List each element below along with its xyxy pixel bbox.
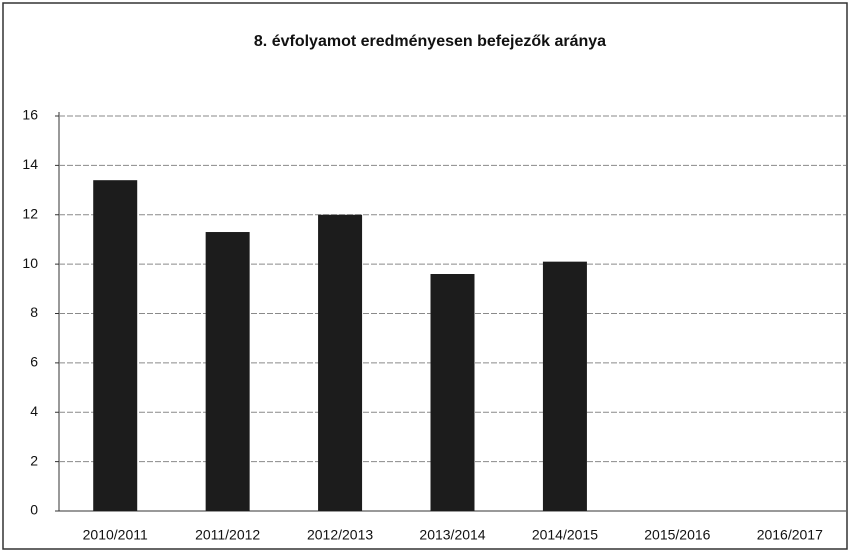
y-tick-label: 8 bbox=[30, 304, 38, 320]
y-tick-label: 14 bbox=[22, 156, 38, 172]
x-tick-label: 2013/2014 bbox=[419, 527, 485, 543]
y-tick-label: 0 bbox=[30, 502, 38, 518]
y-tick-label: 12 bbox=[22, 205, 38, 221]
bar bbox=[205, 232, 250, 511]
y-tick-label: 16 bbox=[22, 107, 38, 123]
x-tick-label: 2011/2012 bbox=[195, 527, 260, 543]
bar bbox=[93, 180, 138, 511]
y-tick-label: 4 bbox=[30, 403, 38, 419]
x-tick-label: 2012/2013 bbox=[307, 527, 373, 543]
chart-title: 8. évfolyamot eredményesen befejezők ará… bbox=[254, 33, 606, 50]
x-tick-label: 2016/2017 bbox=[757, 527, 823, 543]
bar bbox=[542, 261, 587, 511]
y-tick-label: 2 bbox=[30, 452, 38, 468]
bar bbox=[318, 214, 363, 511]
bar bbox=[430, 274, 475, 511]
y-tick-label: 6 bbox=[30, 354, 38, 370]
y-tick-label: 10 bbox=[22, 255, 38, 271]
x-tick-label: 2014/2015 bbox=[532, 527, 598, 543]
x-tick-label: 2010/2011 bbox=[83, 527, 148, 543]
x-tick-label: 2015/2016 bbox=[644, 527, 710, 543]
